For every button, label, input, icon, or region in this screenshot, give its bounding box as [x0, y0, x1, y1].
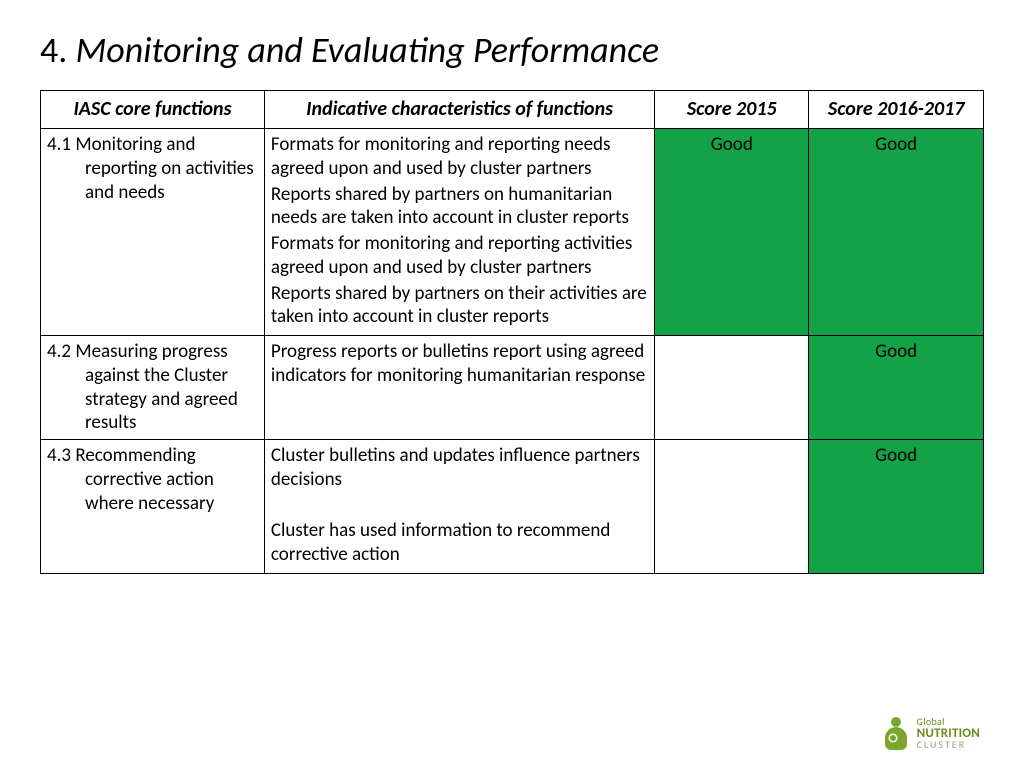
table-row: 4.1 Monitoring and reporting on activiti… [41, 129, 984, 336]
function-text: 4.3 Recommending corrective action where… [47, 444, 258, 515]
cell-score-2015 [655, 440, 809, 574]
title-number: 4. [40, 28, 67, 72]
logo-icon [881, 716, 911, 750]
col-header-functions: IASC core functions [41, 91, 265, 129]
col-header-indicative: Indicative characteristics of functions [264, 91, 654, 129]
cell-indicative: Formats for monitoring and reporting nee… [264, 129, 654, 336]
indicative-line: Formats for monitoring and reporting act… [271, 232, 648, 280]
indicative-line: Cluster bulletins and updates influence … [271, 444, 648, 492]
cell-score-2015 [655, 336, 809, 440]
cell-function: 4.3 Recommending corrective action where… [41, 440, 265, 574]
cell-function: 4.2 Measuring progress against the Clust… [41, 336, 265, 440]
table-row: 4.3 Recommending corrective action where… [41, 440, 984, 574]
logo-text: Global NUTRITION CLUSTER [917, 717, 980, 750]
indicative-line: Formats for monitoring and reporting nee… [271, 133, 648, 181]
footer-logo: Global NUTRITION CLUSTER [881, 716, 980, 750]
title-text: Monitoring and Evaluating Performance [75, 28, 659, 72]
function-text: 4.1 Monitoring and reporting on activiti… [47, 133, 258, 204]
table-header-row: IASC core functions Indicative character… [41, 91, 984, 129]
cell-function: 4.1 Monitoring and reporting on activiti… [41, 129, 265, 336]
indicative-line [271, 494, 648, 518]
indicative-line: Progress reports or bulletins report usi… [271, 340, 648, 388]
logo-line1: Global [917, 717, 980, 727]
performance-table: IASC core functions Indicative character… [40, 90, 984, 574]
col-header-score-2015: Score 2015 [655, 91, 809, 129]
col-header-score-1617: Score 2016-2017 [809, 91, 984, 129]
cell-score-2016-2017: Good [809, 440, 984, 574]
table-row: 4.2 Measuring progress against the Clust… [41, 336, 984, 440]
indicative-line: Reports shared by partners on their acti… [271, 282, 648, 330]
slide-title: 4. Monitoring and Evaluating Performance [40, 28, 984, 72]
cell-indicative: Cluster bulletins and updates influence … [264, 440, 654, 574]
function-text: 4.2 Measuring progress against the Clust… [47, 340, 258, 435]
cell-indicative: Progress reports or bulletins report usi… [264, 336, 654, 440]
indicative-line: Reports shared by partners on humanitari… [271, 183, 648, 231]
cell-score-2016-2017: Good [809, 336, 984, 440]
logo-line3: CLUSTER [917, 740, 980, 750]
cell-score-2016-2017: Good [809, 129, 984, 336]
indicative-line: Cluster has used information to recommen… [271, 519, 648, 567]
table-body: 4.1 Monitoring and reporting on activiti… [41, 129, 984, 574]
cell-score-2015: Good [655, 129, 809, 336]
